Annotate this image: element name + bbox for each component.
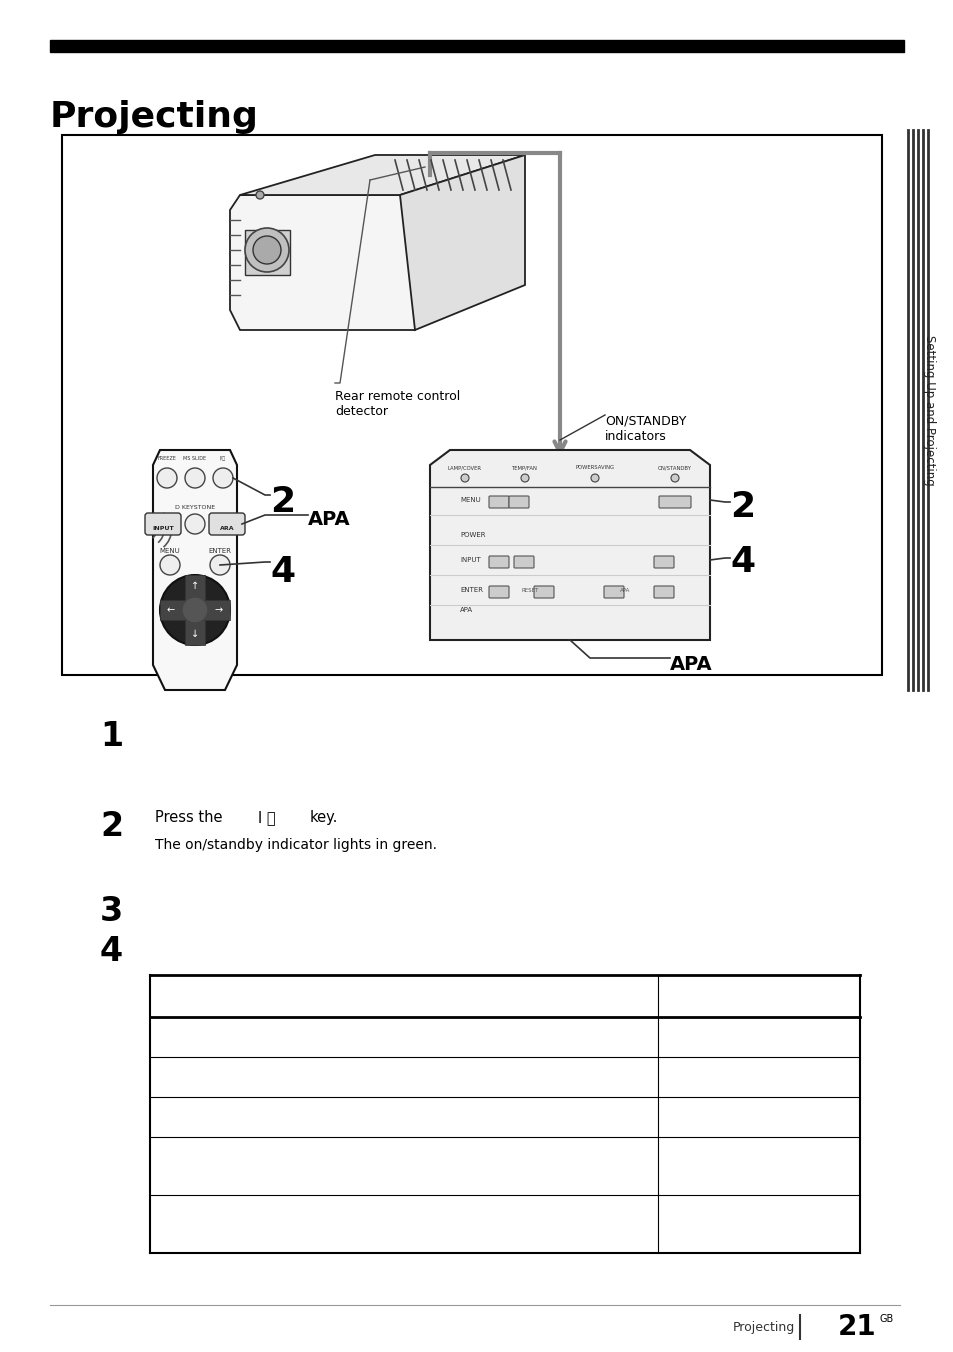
Circle shape bbox=[157, 468, 177, 488]
Circle shape bbox=[210, 556, 230, 575]
Text: POWERSAVING: POWERSAVING bbox=[575, 465, 614, 470]
Circle shape bbox=[590, 475, 598, 483]
Text: Projecting: Projecting bbox=[50, 100, 258, 134]
Text: The on/standby indicator lights in green.: The on/standby indicator lights in green… bbox=[154, 838, 436, 852]
Text: GB: GB bbox=[879, 1314, 893, 1324]
Text: ENTER: ENTER bbox=[459, 587, 482, 594]
Polygon shape bbox=[230, 195, 415, 330]
Polygon shape bbox=[185, 575, 205, 645]
Text: ↑: ↑ bbox=[191, 581, 199, 591]
Circle shape bbox=[255, 191, 264, 199]
Text: APA: APA bbox=[669, 654, 712, 675]
Text: Projecting: Projecting bbox=[732, 1321, 794, 1333]
Text: 4: 4 bbox=[729, 545, 755, 579]
Circle shape bbox=[670, 475, 679, 483]
Text: ←: ← bbox=[167, 604, 175, 615]
FancyBboxPatch shape bbox=[489, 496, 509, 508]
Circle shape bbox=[185, 514, 205, 534]
Text: 2: 2 bbox=[270, 485, 294, 519]
Text: ON/STANDBY: ON/STANDBY bbox=[658, 465, 691, 470]
Text: →: → bbox=[214, 604, 223, 615]
Text: TEMP/FAN: TEMP/FAN bbox=[512, 465, 537, 470]
FancyBboxPatch shape bbox=[145, 512, 181, 535]
FancyBboxPatch shape bbox=[514, 556, 534, 568]
FancyBboxPatch shape bbox=[489, 556, 509, 568]
Text: APA: APA bbox=[308, 510, 351, 529]
FancyBboxPatch shape bbox=[603, 585, 623, 598]
Polygon shape bbox=[240, 155, 524, 195]
Bar bbox=[62, 135, 882, 675]
Circle shape bbox=[520, 475, 529, 483]
Text: 4: 4 bbox=[270, 556, 294, 589]
Text: 1: 1 bbox=[100, 721, 123, 753]
Circle shape bbox=[245, 228, 289, 272]
FancyBboxPatch shape bbox=[489, 585, 509, 598]
Text: APA: APA bbox=[619, 588, 630, 592]
Polygon shape bbox=[152, 450, 236, 690]
Text: Press the: Press the bbox=[154, 810, 222, 825]
Text: I ⏻: I ⏻ bbox=[257, 810, 275, 825]
Text: MS SLIDE: MS SLIDE bbox=[183, 456, 207, 461]
Text: 4: 4 bbox=[100, 936, 123, 968]
Text: ARA: ARA bbox=[219, 526, 234, 531]
Text: I/⏻: I/⏻ bbox=[220, 456, 226, 461]
Text: D KEYSTONE: D KEYSTONE bbox=[174, 506, 214, 510]
Text: Setting Up and Projecting: Setting Up and Projecting bbox=[923, 335, 936, 485]
Bar bbox=[50, 41, 903, 51]
Text: FREEZE: FREEZE bbox=[157, 456, 176, 461]
Text: 2: 2 bbox=[729, 489, 755, 525]
Text: Rear remote control
detector: Rear remote control detector bbox=[335, 389, 459, 418]
Polygon shape bbox=[430, 450, 709, 639]
Text: ↓: ↓ bbox=[191, 629, 199, 639]
FancyBboxPatch shape bbox=[659, 496, 690, 508]
Text: key.: key. bbox=[310, 810, 338, 825]
FancyBboxPatch shape bbox=[509, 496, 529, 508]
Circle shape bbox=[213, 468, 233, 488]
Circle shape bbox=[160, 575, 230, 645]
Bar bbox=[245, 230, 290, 274]
FancyBboxPatch shape bbox=[534, 585, 554, 598]
Text: MENU: MENU bbox=[159, 548, 180, 554]
FancyBboxPatch shape bbox=[209, 512, 245, 535]
FancyBboxPatch shape bbox=[654, 585, 673, 598]
Circle shape bbox=[182, 598, 208, 623]
Polygon shape bbox=[399, 155, 524, 330]
Text: 21: 21 bbox=[837, 1313, 876, 1341]
Text: 2: 2 bbox=[100, 810, 123, 844]
Circle shape bbox=[160, 556, 180, 575]
Circle shape bbox=[185, 468, 205, 488]
Text: ENTER: ENTER bbox=[209, 548, 232, 554]
Text: INPUT: INPUT bbox=[459, 557, 480, 562]
Text: RESET: RESET bbox=[521, 588, 538, 592]
Text: INPUT: INPUT bbox=[152, 526, 173, 531]
Text: 3: 3 bbox=[100, 895, 123, 927]
Text: MENU: MENU bbox=[459, 498, 480, 503]
FancyBboxPatch shape bbox=[654, 556, 673, 568]
Circle shape bbox=[253, 237, 281, 264]
Text: ON/STANDBY
indicators: ON/STANDBY indicators bbox=[604, 415, 685, 443]
Text: LAMP/COVER: LAMP/COVER bbox=[448, 465, 481, 470]
Text: POWER: POWER bbox=[459, 531, 485, 538]
Text: APA: APA bbox=[459, 607, 473, 612]
Circle shape bbox=[460, 475, 469, 483]
Polygon shape bbox=[160, 600, 230, 621]
